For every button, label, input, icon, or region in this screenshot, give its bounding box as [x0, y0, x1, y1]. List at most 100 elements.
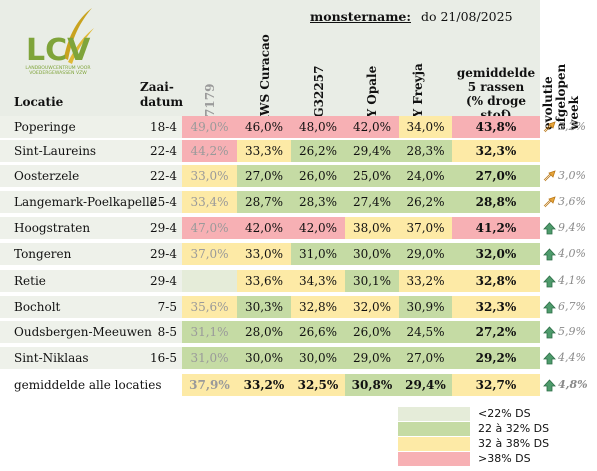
legend-swatch — [398, 422, 470, 436]
value-cell: 42,0% — [237, 217, 291, 239]
value-cell — [182, 270, 237, 292]
header-avg-2: 5 rassen — [467, 80, 525, 94]
arrow-up-icon — [543, 351, 556, 364]
header-location: Locatie — [14, 95, 64, 109]
arrow-up-icon — [543, 378, 556, 391]
value-cell: 28,3% — [399, 140, 452, 162]
sow-date-cell: 29-4 — [150, 247, 177, 261]
value-cell: 30,9% — [399, 296, 452, 318]
value-cell: 46,0% — [237, 116, 291, 138]
average-cell: 32,7% — [452, 374, 540, 396]
legend-label: <22% DS — [478, 407, 531, 420]
value-cell: 33,4% — [182, 191, 237, 213]
value-cell: 33,6% — [237, 270, 291, 292]
value-cell: 26,0% — [291, 165, 345, 187]
evolution-value: 4,4% — [558, 351, 586, 364]
value-cell: 24,0% — [399, 165, 452, 187]
average-cell: 41,2% — [452, 217, 540, 239]
value-cell: 26,2% — [399, 191, 452, 213]
header-sow-2: datum — [140, 95, 184, 109]
value-cell: 48,0% — [291, 116, 345, 138]
location-cell: Poperinge — [14, 120, 76, 134]
location-cell: Retie — [14, 274, 46, 288]
value-cell: 32,5% — [291, 374, 345, 396]
value-cell: 24,5% — [399, 321, 452, 343]
arrow-up-icon — [543, 247, 556, 260]
legend-label: 32 à 38% DS — [478, 437, 550, 450]
arrow-up-icon — [543, 274, 556, 287]
evolution-cell: 3,0% — [543, 165, 586, 187]
value-cell: 37,9% — [182, 374, 237, 396]
location-cell: Oudsbergen-Meeuwen — [14, 325, 152, 339]
value-cell: 34,3% — [291, 270, 345, 292]
location-cell: Bocholt — [14, 300, 61, 314]
arrow-up-right-icon — [543, 120, 556, 132]
legend-swatch — [398, 407, 470, 421]
evolution-cell: 4,1% — [543, 270, 586, 292]
value-cell: 34,0% — [399, 116, 452, 138]
value-cell: 25,0% — [345, 165, 399, 187]
evolution-cell: 4,4% — [543, 347, 586, 369]
sow-date-cell: 16-5 — [150, 351, 177, 365]
value-cell: 26,0% — [345, 321, 399, 343]
value-cell: 28,3% — [291, 191, 345, 213]
value-cell: 29,4% — [399, 374, 452, 396]
evolution-cell: 5,9% — [543, 321, 586, 343]
value-cell: 30,0% — [291, 347, 345, 369]
evolution-cell: 3,6% — [543, 191, 586, 213]
value-cell: 42,0% — [291, 217, 345, 239]
header-background — [0, 0, 540, 117]
header-variety-2: KWS Curacao — [258, 34, 272, 126]
location-cell: Sint-Laureins — [14, 144, 97, 158]
value-cell: 37,0% — [399, 217, 452, 239]
location-cell: Oosterzele — [14, 169, 80, 183]
evolution-value: 3,0% — [558, 169, 586, 182]
value-cell: 32,0% — [345, 296, 399, 318]
value-cell: 33,0% — [237, 243, 291, 265]
value-cell: 27,0% — [237, 165, 291, 187]
arrow-up-icon — [543, 325, 556, 338]
value-cell: 29,0% — [345, 347, 399, 369]
value-cell: 27,0% — [399, 347, 452, 369]
value-cell: 28,0% — [237, 321, 291, 343]
evolution-cell: 6,7% — [543, 296, 586, 318]
value-cell: 30,3% — [237, 296, 291, 318]
sow-date-cell: 22-4 — [150, 144, 177, 158]
value-cell: 35,6% — [182, 296, 237, 318]
sow-date-cell: 29-4 — [150, 274, 177, 288]
value-cell: 30,8% — [345, 374, 399, 396]
location-cell: Hoogstraten — [14, 221, 91, 235]
evolution-value: 4,8% — [558, 378, 588, 391]
value-cell: 33,0% — [182, 165, 237, 187]
average-cell: 28,8% — [452, 191, 540, 213]
value-cell: 26,2% — [291, 140, 345, 162]
arrow-up-icon — [543, 300, 556, 313]
header-sow-1: Zaai- — [140, 80, 174, 94]
evolution-value: 5,9% — [558, 325, 586, 338]
value-cell: 30,0% — [237, 347, 291, 369]
page-title: monstername: do 21/08/2025 — [310, 9, 513, 24]
value-cell: 37,0% — [182, 243, 237, 265]
evolution-value: 3,6% — [558, 195, 586, 208]
header-avg-1: gemiddelde — [456, 66, 536, 80]
evolution-value: 3,2% — [558, 120, 586, 133]
legend-swatch — [398, 437, 470, 451]
average-cell: 43,8% — [452, 116, 540, 138]
average-cell: 27,0% — [452, 165, 540, 187]
average-cell: 32,0% — [452, 243, 540, 265]
average-cell: 29,2% — [452, 347, 540, 369]
evolution-cell: 3,2% — [543, 116, 586, 138]
value-cell: 38,0% — [345, 217, 399, 239]
arrow-up-icon — [543, 221, 556, 234]
sow-date-cell: 18-4 — [150, 120, 177, 134]
sow-date-cell: 29-4 — [150, 221, 177, 235]
value-cell: 49,0% — [182, 116, 237, 138]
evolution-value: 4,0% — [558, 247, 586, 260]
title-date: do 21/08/2025 — [420, 9, 513, 24]
sow-date-cell: 25-4 — [150, 195, 177, 209]
average-cell: 27,2% — [452, 321, 540, 343]
average-cell: 32,3% — [452, 140, 540, 162]
lcv-logo: LCV — [6, 6, 96, 88]
evolution-value: 9,4% — [558, 221, 586, 234]
logo-tagline: LANDBOUWCENTRUM VOOR VOEDERGEWASSEN VZW — [25, 66, 91, 77]
